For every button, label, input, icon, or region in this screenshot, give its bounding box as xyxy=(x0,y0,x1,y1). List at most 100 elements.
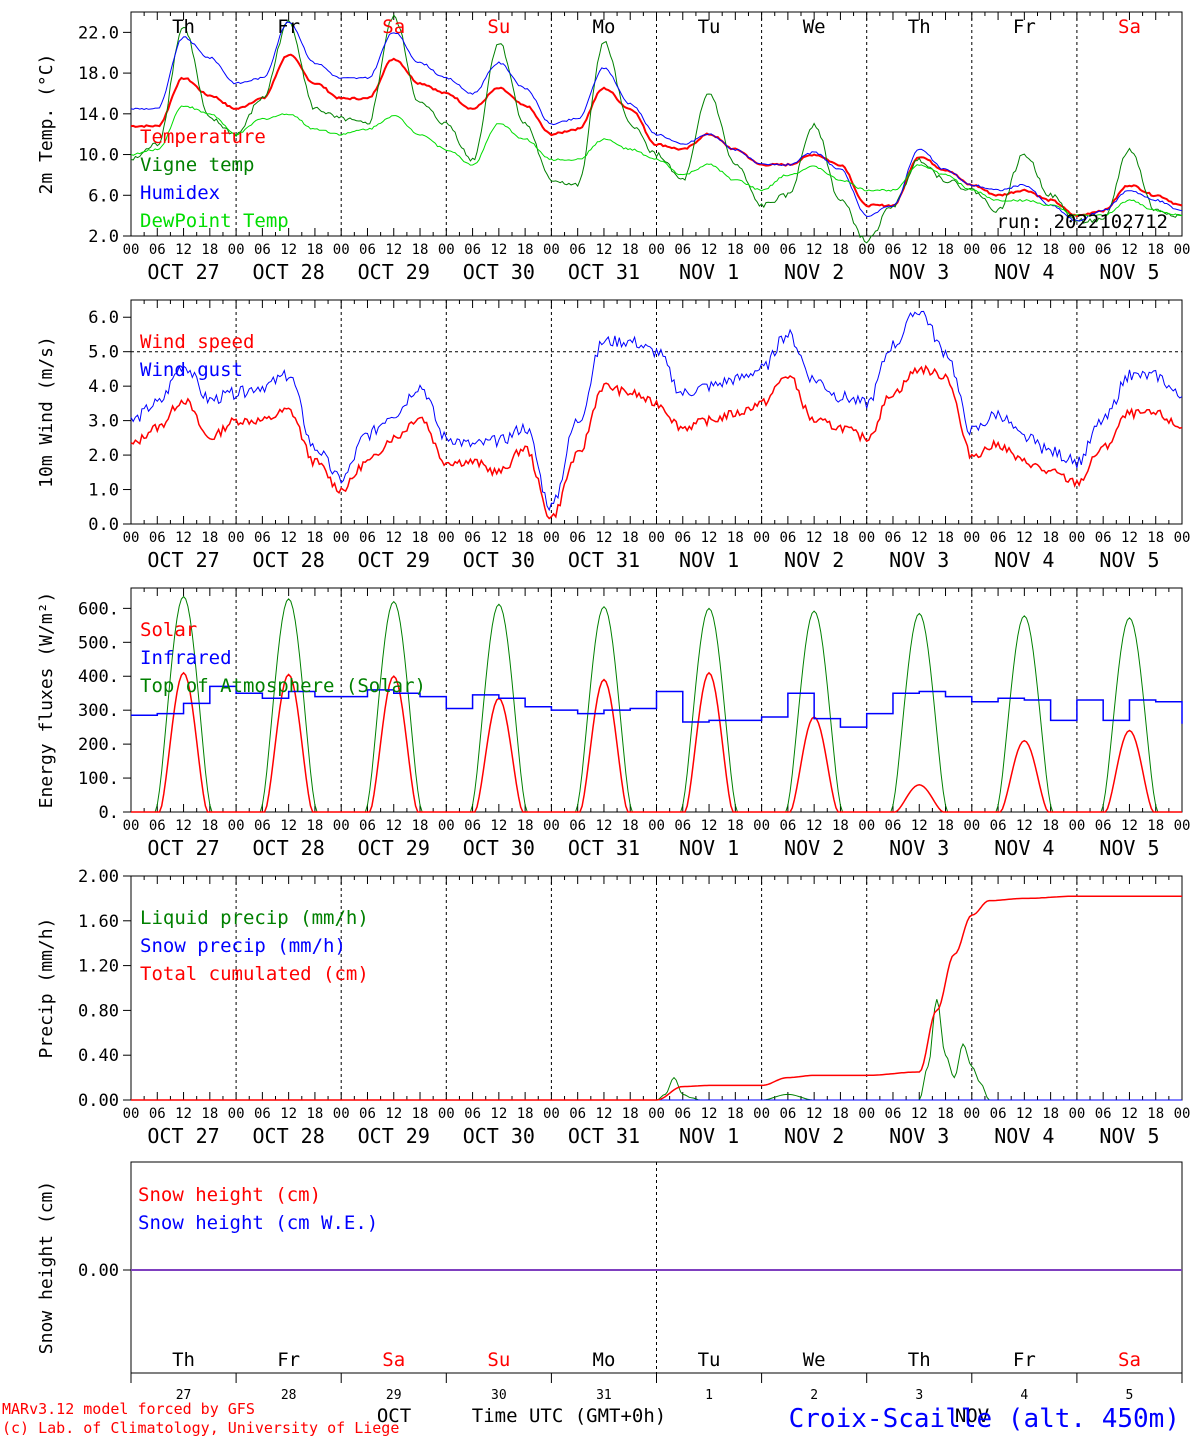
hour-tick-label: 12 xyxy=(701,242,718,258)
y-tick-label: 4.0 xyxy=(88,377,119,397)
hour-tick-label: 06 xyxy=(149,818,166,834)
y-tick-label: 400. xyxy=(78,667,119,687)
day-number-label: 29 xyxy=(386,1388,402,1403)
date-label: NOV 2 xyxy=(784,260,844,284)
weekday-label: Tu xyxy=(698,16,721,38)
weekday-label: Fr xyxy=(1013,1349,1036,1371)
date-label: NOV 1 xyxy=(679,260,739,284)
date-label: OCT 31 xyxy=(568,260,640,284)
hour-tick-label: 06 xyxy=(1095,818,1112,834)
hour-tick-label: 12 xyxy=(280,530,297,546)
date-label: OCT 31 xyxy=(568,836,640,860)
legend-entry: Top of Atmosphere (Solar) xyxy=(140,675,426,697)
y-tick-label: 2.0 xyxy=(88,446,119,466)
date-label: NOV 3 xyxy=(889,1124,949,1148)
y-tick-label: 1.0 xyxy=(88,481,119,501)
y-tick-label: 2.0 xyxy=(88,227,119,247)
hour-tick-label: 18 xyxy=(306,1106,323,1122)
y-tick-label: 14.0 xyxy=(78,105,119,125)
hour-tick-label: 00 xyxy=(438,818,455,834)
month-label-nov: NOV xyxy=(955,1405,989,1427)
hour-tick-label: 12 xyxy=(596,818,613,834)
hour-tick-label: 00 xyxy=(1068,242,1085,258)
hour-tick-label: 12 xyxy=(1121,818,1138,834)
hour-tick-label: 12 xyxy=(806,530,823,546)
date-label: NOV 5 xyxy=(1099,548,1159,572)
legend-entry: Vigne temp xyxy=(140,154,254,176)
legend-entry: Solar xyxy=(140,619,197,641)
date-label: OCT 30 xyxy=(463,1124,535,1148)
hour-tick-label: 00 xyxy=(228,1106,245,1122)
date-label: OCT 29 xyxy=(358,260,430,284)
date-label: OCT 30 xyxy=(463,836,535,860)
hour-tick-label: 06 xyxy=(674,1106,691,1122)
y-tick-label: 100. xyxy=(78,769,119,789)
hour-tick-label: 12 xyxy=(385,1106,402,1122)
day-number-label: 30 xyxy=(491,1388,507,1403)
date-label: OCT 31 xyxy=(568,548,640,572)
hour-tick-label: 06 xyxy=(779,242,796,258)
panel-frame-1 xyxy=(130,11,1183,237)
weekday-label: We xyxy=(803,16,826,38)
date-label: OCT 28 xyxy=(253,836,325,860)
weekday-label: We xyxy=(803,1349,826,1371)
hour-tick-label: 06 xyxy=(990,530,1007,546)
y-axis-label: Energy fluxes (W/m²) xyxy=(36,592,57,809)
hour-tick-label: 00 xyxy=(1068,818,1085,834)
weekday-label: Sa xyxy=(382,1349,405,1371)
hour-tick-label: 18 xyxy=(1147,818,1164,834)
date-label: OCT 29 xyxy=(358,836,430,860)
hour-tick-label: 18 xyxy=(1042,1106,1059,1122)
hour-tick-label: 06 xyxy=(254,1106,271,1122)
hour-tick-label: 12 xyxy=(596,242,613,258)
hour-tick-label: 06 xyxy=(779,530,796,546)
hour-tick-label: 18 xyxy=(517,530,534,546)
date-label: NOV 3 xyxy=(889,548,949,572)
hour-tick-label: 00 xyxy=(648,1106,665,1122)
hour-tick-label: 00 xyxy=(753,1106,770,1122)
hour-tick-label: 00 xyxy=(753,818,770,834)
hour-tick-label: 12 xyxy=(596,530,613,546)
hour-tick-label: 06 xyxy=(674,242,691,258)
hour-tick-label: 00 xyxy=(1174,530,1191,546)
y-tick-label: 600. xyxy=(78,599,119,619)
hour-tick-label: 00 xyxy=(543,530,560,546)
y-tick-label: 3.0 xyxy=(88,412,119,432)
hour-tick-label: 12 xyxy=(596,1106,613,1122)
credit-line-1: MARv3.12 model forced by GFS xyxy=(2,1400,255,1418)
hour-tick-label: 18 xyxy=(727,242,744,258)
solar-line xyxy=(131,671,1182,813)
hour-tick-label: 18 xyxy=(306,242,323,258)
date-label: NOV 4 xyxy=(994,1124,1054,1148)
hour-tick-label: 12 xyxy=(1016,1106,1033,1122)
hour-tick-label: 00 xyxy=(963,530,980,546)
hour-tick-label: 06 xyxy=(674,530,691,546)
hour-tick-label: 12 xyxy=(175,1106,192,1122)
weekday-label: Tu xyxy=(698,1349,721,1371)
day-number-label: 2 xyxy=(810,1388,818,1403)
hour-tick-label: 18 xyxy=(622,530,639,546)
y-tick-label: 300. xyxy=(78,701,119,721)
date-label: OCT 29 xyxy=(358,1124,430,1148)
date-label: NOV 4 xyxy=(994,836,1054,860)
hour-tick-label: 00 xyxy=(123,242,140,258)
hour-tick-label: 12 xyxy=(385,530,402,546)
day-number-label: 4 xyxy=(1020,1388,1028,1403)
y-axis-label: 2m Temp. (°C) xyxy=(36,54,57,195)
hour-tick-label: 06 xyxy=(359,530,376,546)
y-tick-label: 6.0 xyxy=(88,308,119,328)
y-tick-label: 0.00 xyxy=(78,1261,119,1281)
legend-entry: Total cumulated (cm) xyxy=(140,963,369,985)
hour-tick-label: 12 xyxy=(490,1106,507,1122)
hour-tick-label: 18 xyxy=(727,818,744,834)
hour-tick-label: 00 xyxy=(123,530,140,546)
date-label: OCT 28 xyxy=(253,260,325,284)
weekday-label: Th xyxy=(172,16,195,38)
hour-tick-label: 18 xyxy=(727,1106,744,1122)
hour-tick-label: 06 xyxy=(359,1106,376,1122)
hour-tick-label: 06 xyxy=(674,818,691,834)
legend-entry: Snow height (cm W.E.) xyxy=(138,1212,378,1234)
panel-frame-2 xyxy=(130,299,1183,525)
temp-series-line xyxy=(130,14,1183,244)
weekday-label: Fr xyxy=(277,16,300,38)
